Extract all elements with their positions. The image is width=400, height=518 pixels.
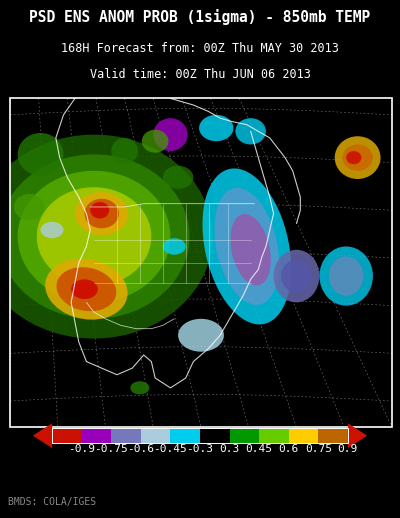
Bar bbox=[230, 428, 259, 443]
Ellipse shape bbox=[335, 136, 380, 179]
Bar bbox=[52, 428, 348, 443]
Text: -0.75: -0.75 bbox=[94, 444, 128, 454]
Ellipse shape bbox=[37, 187, 151, 286]
Bar bbox=[200, 428, 230, 443]
Text: 0.6: 0.6 bbox=[278, 444, 299, 454]
Text: -0.6: -0.6 bbox=[127, 444, 154, 454]
Ellipse shape bbox=[346, 151, 362, 164]
Bar bbox=[170, 428, 200, 443]
Bar bbox=[82, 428, 111, 443]
Text: BMDS: COLA/IGES: BMDS: COLA/IGES bbox=[8, 497, 96, 507]
Ellipse shape bbox=[274, 250, 320, 303]
Ellipse shape bbox=[56, 267, 116, 311]
Ellipse shape bbox=[40, 222, 64, 238]
Text: 168H Forecast from: 00Z Thu MAY 30 2013: 168H Forecast from: 00Z Thu MAY 30 2013 bbox=[61, 41, 339, 54]
Ellipse shape bbox=[214, 188, 279, 305]
Ellipse shape bbox=[202, 168, 291, 324]
Ellipse shape bbox=[130, 381, 150, 395]
Ellipse shape bbox=[153, 118, 188, 151]
Bar bbox=[52, 428, 82, 443]
Ellipse shape bbox=[163, 238, 186, 255]
Ellipse shape bbox=[45, 259, 128, 320]
Text: -0.3: -0.3 bbox=[186, 444, 214, 454]
Text: 0.9: 0.9 bbox=[338, 444, 358, 454]
Text: PSD ENS ANOM PROB (1sigma) - 850mb TEMP: PSD ENS ANOM PROB (1sigma) - 850mb TEMP bbox=[29, 9, 371, 24]
Ellipse shape bbox=[18, 171, 170, 303]
Ellipse shape bbox=[14, 194, 44, 220]
Polygon shape bbox=[33, 423, 52, 448]
Ellipse shape bbox=[18, 133, 64, 176]
Ellipse shape bbox=[281, 260, 312, 293]
Ellipse shape bbox=[342, 145, 373, 171]
Ellipse shape bbox=[320, 247, 373, 306]
Ellipse shape bbox=[90, 202, 109, 219]
Ellipse shape bbox=[0, 135, 212, 339]
Ellipse shape bbox=[230, 214, 271, 285]
Bar bbox=[318, 428, 348, 443]
Bar bbox=[289, 428, 318, 443]
Text: 0.3: 0.3 bbox=[220, 444, 240, 454]
Text: 0.45: 0.45 bbox=[246, 444, 273, 454]
Ellipse shape bbox=[329, 256, 363, 296]
Ellipse shape bbox=[235, 118, 266, 145]
Bar bbox=[111, 428, 141, 443]
Bar bbox=[259, 428, 289, 443]
Text: 0.75: 0.75 bbox=[305, 444, 332, 454]
Ellipse shape bbox=[163, 166, 193, 189]
Ellipse shape bbox=[84, 199, 119, 228]
Bar bbox=[141, 428, 170, 443]
Text: -0.45: -0.45 bbox=[154, 444, 187, 454]
Ellipse shape bbox=[178, 319, 224, 352]
Ellipse shape bbox=[142, 130, 168, 153]
Ellipse shape bbox=[71, 279, 98, 299]
Ellipse shape bbox=[111, 138, 138, 164]
Ellipse shape bbox=[0, 154, 190, 319]
Polygon shape bbox=[348, 423, 367, 448]
Text: Valid time: 00Z Thu JUN 06 2013: Valid time: 00Z Thu JUN 06 2013 bbox=[90, 68, 310, 81]
Text: -0.9: -0.9 bbox=[68, 444, 95, 454]
Ellipse shape bbox=[75, 192, 128, 235]
Ellipse shape bbox=[199, 115, 234, 141]
